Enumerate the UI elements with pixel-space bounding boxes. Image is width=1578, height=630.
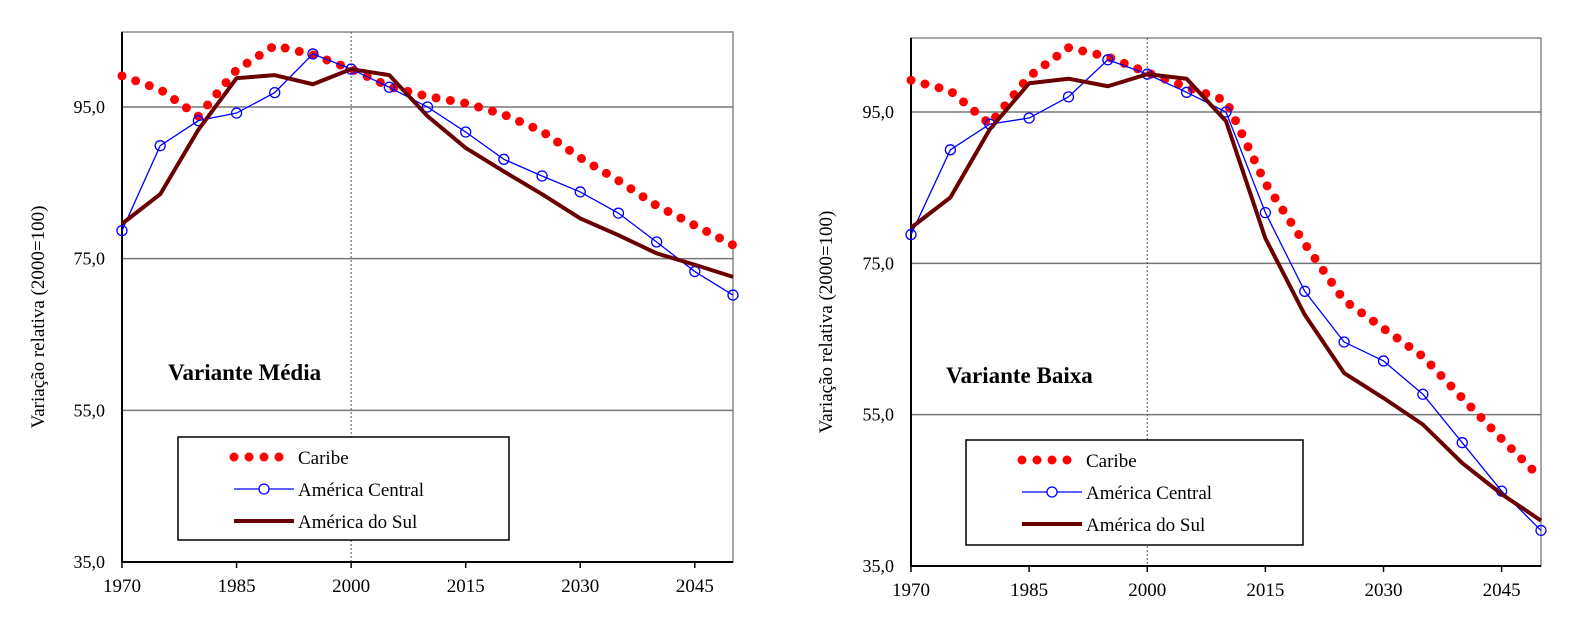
y-tick-label: 35,0	[863, 556, 895, 576]
x-tick-label: 2045	[676, 576, 714, 597]
data-point	[230, 107, 243, 119]
data-point	[421, 101, 434, 113]
x-tick-label: 2000	[332, 576, 370, 597]
data-point	[1062, 91, 1075, 103]
caribe-line	[117, 40, 738, 250]
data-point	[650, 236, 663, 248]
x-tick-label: 2015	[1246, 580, 1284, 601]
legend-label: Caribe	[298, 448, 349, 469]
x-tick-label: 2030	[1365, 580, 1403, 601]
x-tick-label: 1985	[218, 576, 256, 597]
series-caribe	[906, 42, 1546, 483]
y-tick-label: 75,0	[863, 253, 895, 273]
data-point	[116, 224, 128, 237]
america-central-line	[910, 59, 1542, 531]
y-tick-label: 35,0	[74, 552, 106, 572]
legend-marker	[1046, 486, 1058, 498]
data-point	[1417, 388, 1429, 400]
data-point	[1535, 524, 1547, 537]
legend-label: América Central	[1086, 483, 1212, 504]
data-point	[574, 186, 586, 198]
data-point	[536, 170, 548, 182]
legend-label: Caribe	[1086, 451, 1137, 472]
y-axis-label: Variação relativa (2000=100)	[816, 211, 837, 434]
x-tick-label: 2000	[1128, 580, 1166, 601]
chart-title: Variante Média	[168, 360, 322, 385]
legend-label: América do Sul	[1086, 515, 1205, 536]
x-tick-label: 1985	[1010, 580, 1048, 601]
y-tick-label: 55,0	[863, 405, 895, 425]
data-point	[1456, 437, 1468, 449]
data-point	[944, 144, 957, 156]
data-point	[460, 126, 472, 138]
america-do-sul-line	[120, 67, 734, 279]
x-tick-label: 2030	[561, 576, 599, 597]
data-point	[154, 140, 166, 152]
data-point	[307, 48, 319, 60]
data-point	[1180, 86, 1193, 98]
series-américa-do-sul	[909, 72, 1543, 523]
y-tick-label: 95,0	[74, 97, 106, 117]
series-américa-do-sul	[120, 67, 734, 279]
x-tick-label: 2015	[447, 576, 485, 597]
y-axis-label: Variação relativa (2000=100)	[28, 206, 49, 429]
x-tick-label: 2045	[1483, 580, 1521, 601]
data-point	[1102, 54, 1114, 66]
data-point	[612, 207, 625, 219]
data-point	[383, 81, 395, 93]
x-tick-label: 1970	[103, 576, 141, 597]
series-américa-central	[905, 54, 1547, 537]
chart-title: Variante Baixa	[946, 363, 1093, 388]
x-tick-label: 1970	[892, 580, 930, 601]
series-caribe	[117, 40, 738, 250]
data-point	[1259, 206, 1272, 219]
legend-label: América do Sul	[298, 512, 417, 533]
america-do-sul-line	[909, 72, 1543, 523]
series-américa-central	[116, 48, 739, 301]
data-point	[1377, 355, 1390, 367]
legend-marker	[258, 483, 270, 495]
data-point	[727, 289, 739, 301]
data-point	[1338, 336, 1350, 348]
data-point	[1299, 285, 1311, 297]
data-point	[1023, 112, 1035, 124]
legend: Caribe América Central América do Sul	[177, 436, 510, 541]
y-tick-label: 55,0	[74, 400, 106, 420]
data-point	[269, 86, 281, 99]
caribe-line	[906, 42, 1546, 483]
legend: Caribe América Central América do Sul	[965, 439, 1304, 546]
chart-variante-media: 1970 1985 2000 2015 2030 2045 35,0 55,0 75,0 95,0…	[28, 31, 739, 597]
y-tick-label: 75,0	[74, 249, 106, 269]
data-point	[1220, 106, 1232, 118]
data-point	[905, 228, 917, 241]
chart-variante-baixa: 1970 1985 2000 2015 2030 2045 35,0 55,0 75,0 95,0…	[816, 37, 1547, 601]
data-point	[498, 153, 510, 165]
america-central-line	[121, 53, 734, 296]
y-tick-label: 95,0	[863, 102, 895, 122]
legend-label: América Central	[298, 480, 424, 501]
